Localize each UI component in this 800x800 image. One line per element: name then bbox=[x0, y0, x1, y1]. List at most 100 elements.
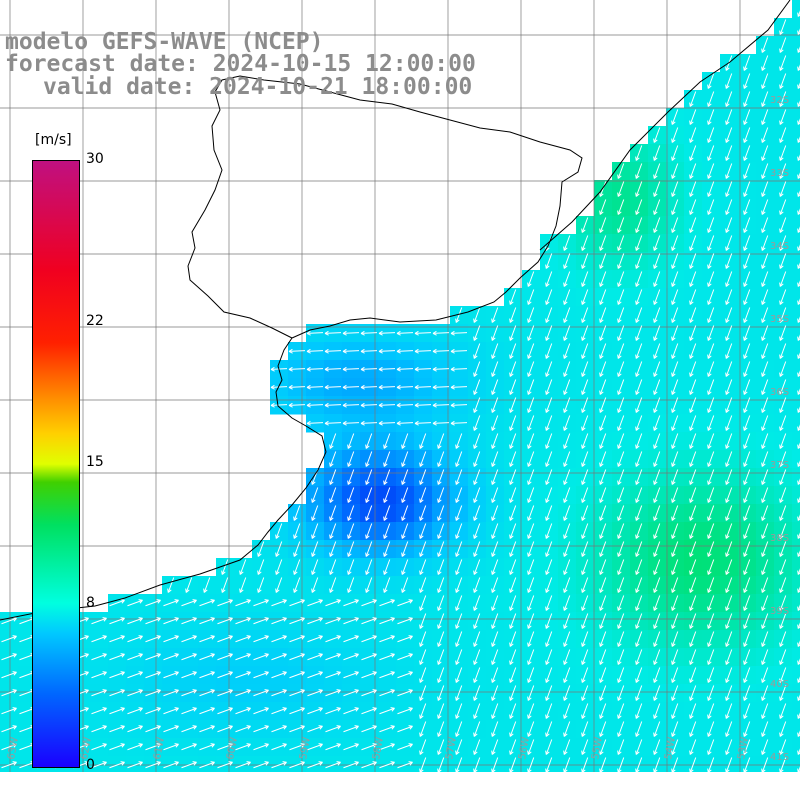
wind-arrow bbox=[127, 635, 143, 643]
wind-arrow bbox=[473, 631, 481, 647]
wind-arrow bbox=[779, 523, 787, 539]
wind-cell bbox=[792, 108, 800, 127]
wind-arrow bbox=[360, 402, 378, 408]
wind-arrow bbox=[581, 361, 589, 377]
wind-arrow bbox=[91, 707, 107, 715]
wind-arrow bbox=[360, 420, 378, 426]
wind-cell bbox=[792, 450, 800, 469]
wind-arrow bbox=[221, 577, 229, 593]
wind-arrow bbox=[145, 707, 161, 715]
wind-arrow bbox=[761, 271, 769, 287]
wind-arrow bbox=[311, 577, 319, 593]
wind-arrow bbox=[163, 671, 179, 679]
wind-arrow bbox=[725, 163, 733, 179]
wind-arrow bbox=[671, 541, 679, 557]
wind-arrow bbox=[761, 631, 769, 647]
wind-arrow bbox=[653, 289, 661, 305]
wind-arrow bbox=[307, 653, 323, 661]
wind-arrow bbox=[761, 451, 769, 467]
wind-arrow bbox=[311, 505, 319, 521]
wind-cell bbox=[792, 378, 800, 397]
wind-arrow bbox=[743, 235, 751, 251]
wind-arrow bbox=[689, 181, 697, 197]
wind-cell bbox=[90, 756, 109, 772]
wind-arrow bbox=[743, 181, 751, 197]
wind-arrow bbox=[743, 613, 751, 629]
wind-arrow bbox=[145, 635, 161, 643]
wind-arrow bbox=[414, 348, 432, 354]
wind-arrow bbox=[347, 469, 355, 485]
wind-arrow bbox=[743, 271, 751, 287]
wind-cell bbox=[792, 648, 800, 667]
wind-arrow bbox=[563, 343, 571, 359]
wind-arrow bbox=[491, 739, 499, 755]
wind-arrow bbox=[527, 505, 535, 521]
wind-arrow bbox=[761, 181, 769, 197]
wind-arrow bbox=[653, 541, 661, 557]
wind-arrow bbox=[707, 199, 715, 215]
wind-arrow bbox=[293, 577, 301, 593]
wind-arrow bbox=[653, 433, 661, 449]
wind-arrow bbox=[653, 271, 661, 287]
wind-arrow bbox=[743, 379, 751, 395]
wind-arrow bbox=[91, 761, 107, 769]
wind-arrow bbox=[311, 541, 319, 557]
wind-arrow bbox=[743, 163, 751, 179]
wind-arrow bbox=[109, 707, 125, 715]
wind-arrow bbox=[653, 559, 661, 575]
wind-arrow bbox=[401, 523, 409, 539]
wind-arrow bbox=[473, 649, 481, 665]
wind-arrow bbox=[419, 703, 427, 719]
wind-arrow bbox=[545, 307, 553, 323]
wind-arrow bbox=[401, 505, 409, 521]
wind-arrow bbox=[509, 577, 517, 593]
wind-cell bbox=[162, 756, 181, 772]
wind-arrow bbox=[761, 235, 769, 251]
wind-arrow bbox=[635, 307, 643, 323]
wind-arrow bbox=[761, 325, 769, 341]
wind-arrow bbox=[109, 743, 125, 751]
wind-arrow bbox=[617, 649, 625, 665]
lon-label: 56W bbox=[517, 736, 532, 760]
wind-arrow bbox=[342, 366, 360, 372]
wind-arrow bbox=[743, 685, 751, 701]
wind-arrow bbox=[163, 725, 179, 733]
wind-arrow bbox=[725, 649, 733, 665]
wind-arrow bbox=[217, 689, 233, 697]
wind-arrow bbox=[163, 653, 179, 661]
wind-arrow bbox=[707, 487, 715, 503]
wind-arrow bbox=[324, 330, 342, 336]
wind-arrow bbox=[509, 289, 517, 305]
wind-arrow bbox=[689, 469, 697, 485]
wind-arrow bbox=[217, 725, 233, 733]
wind-arrow bbox=[379, 743, 395, 751]
lat-lon-gridlines bbox=[0, 0, 800, 772]
wind-arrow bbox=[599, 325, 607, 341]
wind-arrow bbox=[761, 541, 769, 557]
wind-arrow bbox=[635, 667, 643, 683]
wind-arrow bbox=[437, 685, 445, 701]
wind-arrow bbox=[599, 703, 607, 719]
wind-cell bbox=[0, 756, 19, 772]
wind-arrow bbox=[527, 289, 535, 305]
wind-arrow bbox=[455, 451, 463, 467]
wind-arrow bbox=[653, 739, 661, 755]
wind-arrow bbox=[653, 181, 661, 197]
wind-arrow bbox=[145, 671, 161, 679]
wind-arrow bbox=[473, 667, 481, 683]
wind-arrow bbox=[725, 433, 733, 449]
wind-arrow bbox=[761, 253, 769, 269]
wind-arrow bbox=[419, 559, 427, 575]
wind-arrow bbox=[761, 217, 769, 233]
wind-cell bbox=[792, 360, 800, 379]
wind-arrow bbox=[527, 757, 535, 772]
wind-arrow bbox=[379, 725, 395, 733]
wind-arrow bbox=[707, 577, 715, 593]
wind-field-map: 32S 33S 34S 35S 36S 37S 38S 39S 40S 41S 63W 62W 61W… bbox=[0, 0, 800, 772]
wind-arrow bbox=[342, 402, 360, 408]
wind-arrow bbox=[293, 541, 301, 557]
wind-arrow bbox=[617, 487, 625, 503]
wind-arrow bbox=[725, 415, 733, 431]
wind-arrow bbox=[743, 595, 751, 611]
wind-arrow bbox=[761, 397, 769, 413]
